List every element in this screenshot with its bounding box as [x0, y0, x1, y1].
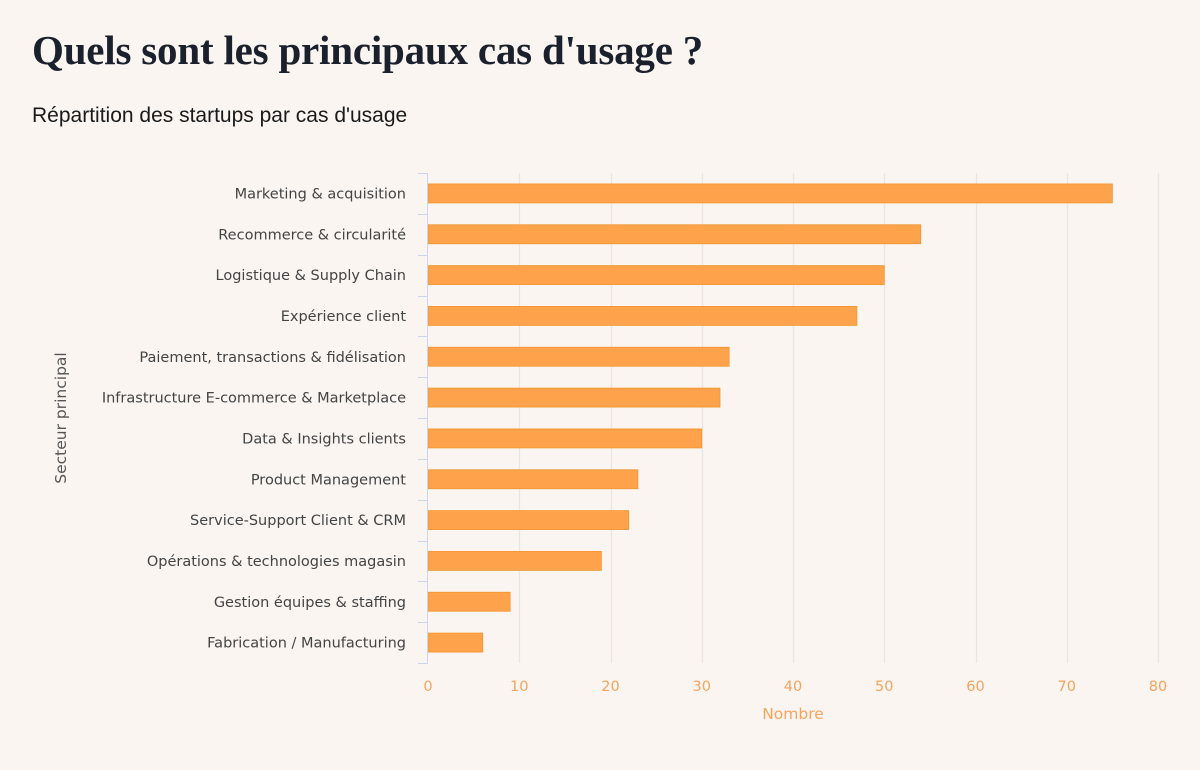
gridlines: [518, 173, 1160, 663]
bar[interactable]: [427, 428, 703, 449]
y-axis-title: Secteur principal: [52, 352, 70, 483]
category-label: Logistique & Supply Chain: [216, 268, 406, 284]
bar[interactable]: [427, 265, 885, 285]
bar[interactable]: [427, 469, 639, 490]
category-label: Opérations & technologies magasin: [147, 554, 406, 570]
x-tick-label: 0: [423, 679, 432, 695]
x-tick-label: 50: [875, 679, 893, 695]
x-tick-label: 80: [1149, 679, 1167, 695]
category-label: Service-Support Client & CRM: [190, 513, 406, 529]
bar[interactable]: [427, 306, 858, 326]
category-label: Recommerce & circularité: [218, 227, 406, 243]
category-label: Marketing & acquisition: [235, 186, 406, 202]
category-label: Fabrication / Manufacturing: [207, 636, 406, 652]
x-tick-label: 20: [601, 679, 619, 695]
category-label: Infrastructure E-commerce & Marketplace: [102, 391, 406, 407]
chart-subtitle: Répartition des startups par cas d'usage: [32, 104, 408, 127]
bar[interactable]: [427, 387, 721, 408]
category-label: Paiement, transactions & fidélisation: [139, 350, 406, 366]
y-axis: [418, 173, 428, 664]
x-tick-label: 60: [966, 679, 984, 695]
bar[interactable]: [427, 632, 484, 653]
bar[interactable]: [427, 346, 730, 367]
x-tick-label: 10: [510, 679, 528, 695]
x-tick-label: 70: [1058, 679, 1076, 695]
x-tick-label: 40: [784, 679, 802, 695]
x-tick-label: 30: [693, 679, 711, 695]
category-label: Data & Insights clients: [242, 431, 406, 447]
bar[interactable]: [427, 551, 602, 571]
bar[interactable]: [427, 510, 630, 530]
x-axis-tick-labels: 0 10 20 30 40 50 60 70 80: [423, 679, 1167, 695]
bars: [427, 183, 1113, 653]
bar[interactable]: [427, 224, 922, 245]
category-labels: Marketing & acquisition Recommerce & circ…: [102, 186, 406, 651]
bar[interactable]: [427, 183, 1113, 204]
category-label: Gestion équipes & staffing: [214, 595, 406, 611]
category-label: Product Management: [251, 472, 406, 488]
bar[interactable]: [427, 591, 511, 612]
page-title: Quels sont les principaux cas d'usage ?: [32, 27, 704, 73]
category-label: Expérience client: [281, 309, 407, 325]
x-axis-title: Nombre: [762, 705, 824, 723]
